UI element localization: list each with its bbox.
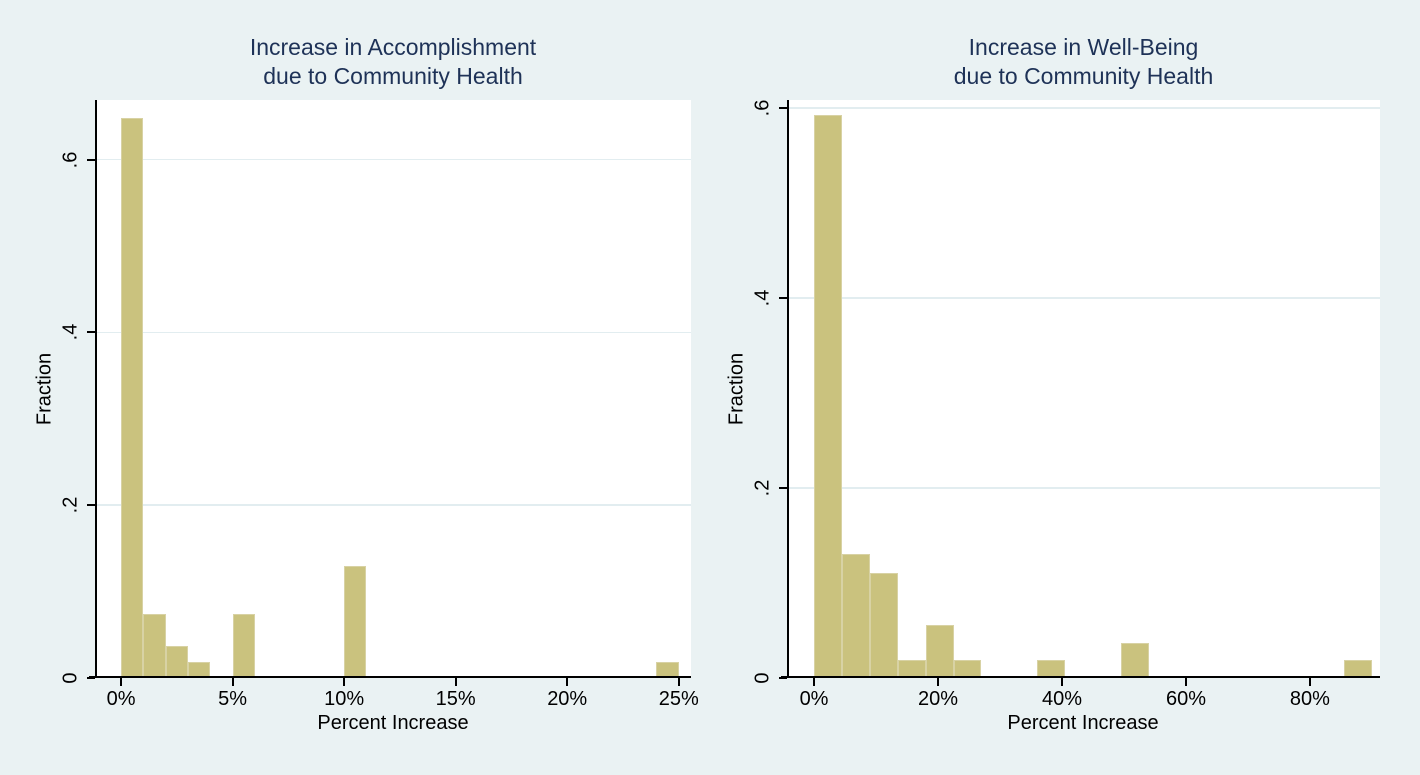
- histogram-bar: [814, 114, 842, 678]
- x-tick-mark: [1308, 678, 1311, 686]
- chart-title-line-1: Increase in Well-Being: [968, 34, 1199, 60]
- x-tick-mark: [343, 678, 346, 686]
- y-tick-mark: [87, 504, 95, 507]
- gridline: [787, 297, 1380, 299]
- gridline: [787, 107, 1380, 109]
- gridline: [95, 504, 691, 506]
- x-tick-label: 40%: [1041, 688, 1082, 710]
- y-tick-mark: [87, 158, 95, 161]
- chart-title-line-2: due to Community Health: [953, 63, 1214, 89]
- x-tick-label: 10%: [324, 688, 365, 710]
- y-axis-label: Fraction: [33, 352, 56, 426]
- y-tick-label: .4: [751, 289, 774, 307]
- y-tick-label: .4: [59, 324, 82, 341]
- gridline: [95, 331, 691, 334]
- plot-area: 0 .2 .4 .6 0% 5% 10% 15% 20% 25%: [60, 100, 699, 710]
- y-tick-label: .6: [59, 151, 82, 168]
- y-axis-line: [787, 100, 789, 678]
- y-tick-mark: [779, 296, 787, 299]
- x-tick-mark: [937, 678, 939, 686]
- x-tick-mark: [1060, 678, 1063, 686]
- histogram-bar: [165, 646, 188, 678]
- gridline: [787, 487, 1380, 489]
- x-tick-mark: [454, 678, 457, 686]
- x-tick-label: 80%: [1289, 688, 1330, 710]
- chart-title-line-1: Increase in Accomplishment: [249, 34, 537, 60]
- y-tick-mark: [87, 677, 95, 679]
- y-axis-label: Fraction: [725, 352, 748, 426]
- gridline: [95, 158, 691, 161]
- y-tick-label: .6: [751, 99, 774, 117]
- histogram-bar: [232, 614, 255, 678]
- x-tick-label: 25%: [658, 688, 699, 710]
- y-tick-mark: [87, 331, 95, 334]
- histogram-bar: [344, 565, 367, 678]
- x-tick-label: 0%: [106, 688, 136, 710]
- x-tick-mark: [1184, 678, 1187, 686]
- x-axis-label: Percent Increase: [317, 712, 469, 734]
- x-axis-line: [781, 676, 1380, 678]
- x-tick-mark: [677, 678, 680, 686]
- chart-title: Increase in Accomplishment due to Commun…: [95, 33, 691, 91]
- x-tick-label: 20%: [547, 688, 588, 710]
- y-tick-label: 0: [751, 672, 774, 684]
- x-tick-mark: [813, 678, 816, 686]
- chart-title: Increase in Well-Being due to Community …: [787, 33, 1380, 91]
- chart-title-line-2: due to Community Health: [263, 63, 523, 89]
- plot-area: 0 .2 .4 .6 0% 20% 40% 60% 80%: [752, 100, 1380, 710]
- x-tick-mark: [231, 678, 234, 686]
- y-tick-label: .2: [751, 479, 774, 497]
- histogram-bar: [841, 554, 870, 678]
- x-tick-mark: [566, 678, 569, 686]
- y-tick-label: .2: [59, 496, 82, 514]
- x-tick-label: 20%: [917, 688, 959, 710]
- y-tick-mark: [779, 106, 787, 109]
- x-tick-mark: [120, 678, 123, 686]
- x-tick-label: 5%: [218, 688, 248, 710]
- x-tick-label: 0%: [799, 688, 829, 710]
- y-tick-mark: [779, 486, 787, 489]
- histogram-bar: [121, 118, 144, 678]
- y-tick-label: 0: [59, 672, 82, 684]
- x-tick-label: 15%: [435, 688, 476, 710]
- y-axis-line: [95, 100, 97, 678]
- x-tick-label: 60%: [1165, 688, 1206, 710]
- histogram-bar: [869, 572, 898, 678]
- histogram-bar: [925, 624, 954, 678]
- histogram-bar: [1120, 642, 1149, 678]
- x-axis-label: Percent Increase: [1007, 712, 1159, 734]
- y-tick-mark: [779, 677, 787, 679]
- x-axis-line: [89, 676, 691, 678]
- histogram-bar: [143, 614, 166, 678]
